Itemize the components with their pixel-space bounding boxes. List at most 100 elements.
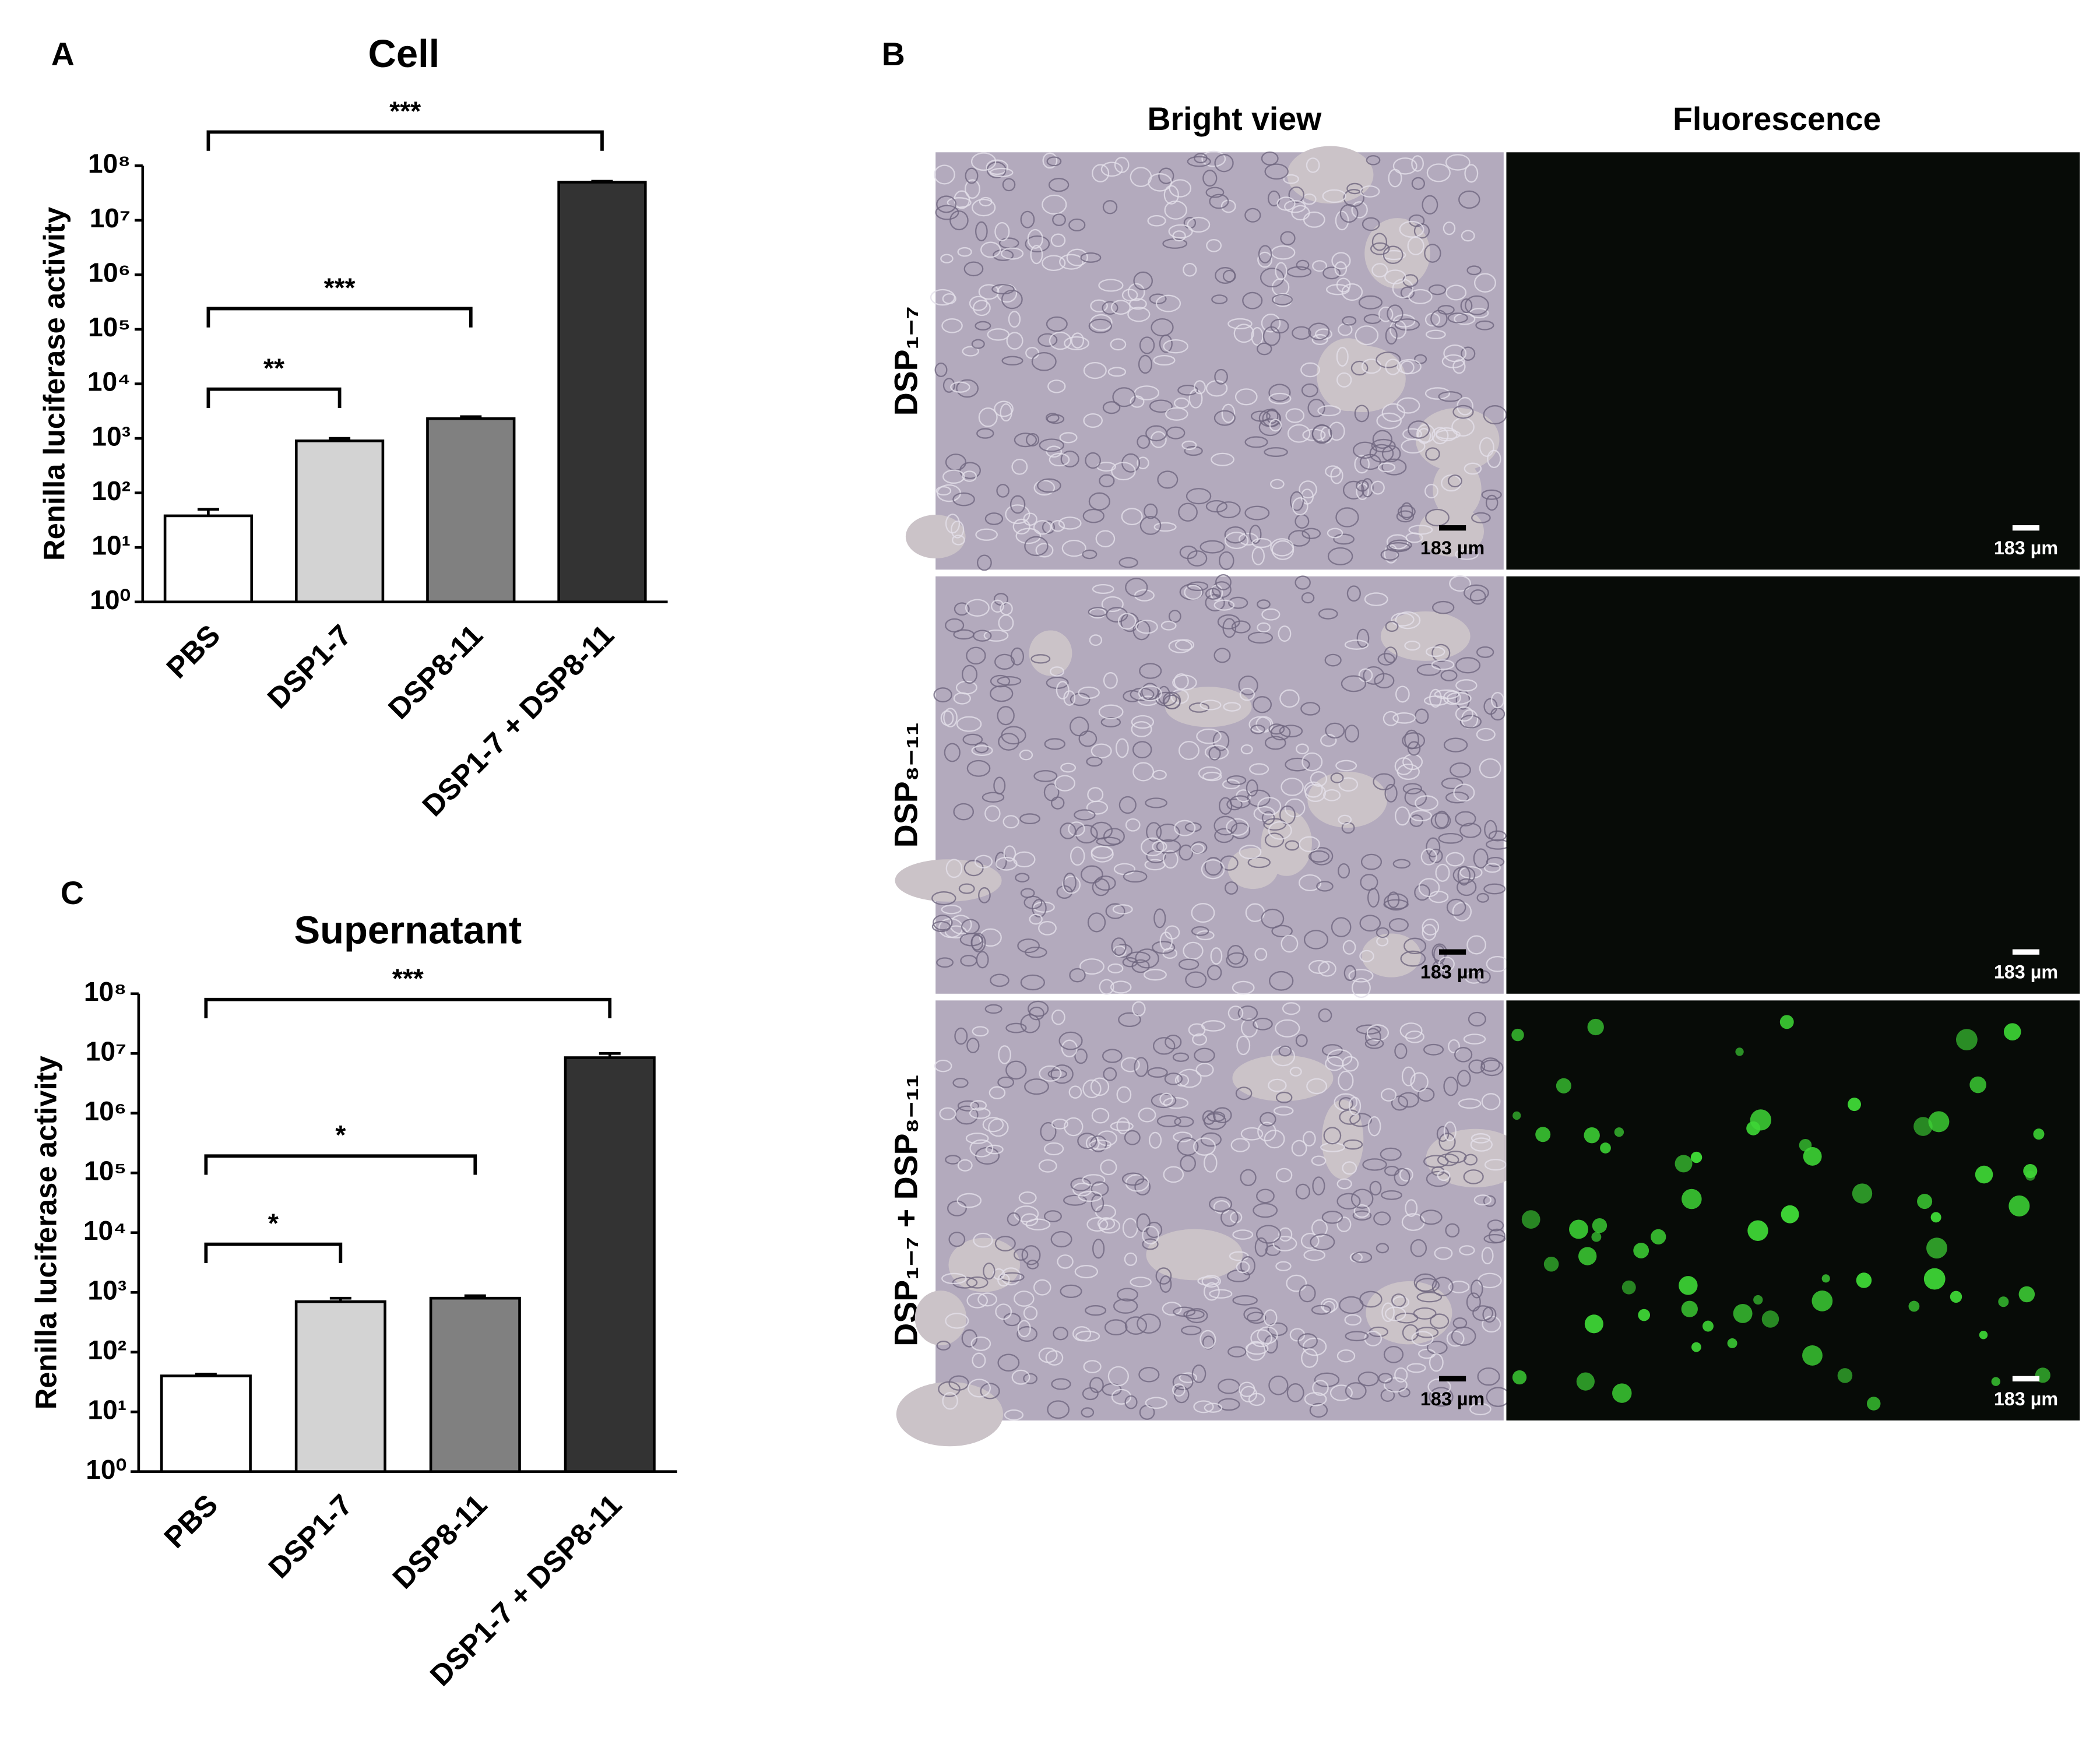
scale-bar-label: 183 µm <box>1994 537 2058 558</box>
cell <box>1301 1348 1318 1368</box>
cell <box>1048 178 1070 192</box>
cell <box>1058 1031 1083 1050</box>
cell <box>1127 283 1145 301</box>
cell <box>1464 164 1479 183</box>
cell <box>1115 738 1129 758</box>
cell <box>1299 1284 1316 1303</box>
cell <box>1227 1346 1247 1358</box>
cell <box>1089 1377 1104 1393</box>
cell <box>1308 322 1330 340</box>
cell <box>1301 528 1321 539</box>
bar <box>294 1300 386 1474</box>
cell <box>1310 1233 1335 1251</box>
cell <box>995 1303 1012 1320</box>
cell <box>1142 1238 1159 1250</box>
cell <box>1245 1342 1269 1355</box>
cell <box>984 512 1004 525</box>
cell <box>1441 778 1464 790</box>
cell <box>978 284 1000 300</box>
fluorescent-cell <box>1750 1109 1772 1131</box>
cell <box>1352 441 1377 459</box>
cell <box>1381 445 1401 462</box>
cell <box>1378 306 1394 322</box>
cell <box>1200 699 1222 711</box>
cell <box>974 855 993 868</box>
cell <box>1296 259 1310 270</box>
cell <box>1107 367 1127 377</box>
cell <box>1117 1288 1138 1302</box>
cell <box>1098 279 1124 292</box>
cell <box>1227 1005 1244 1021</box>
cell <box>1349 1113 1373 1127</box>
cell <box>1125 578 1148 597</box>
cell <box>1422 918 1440 936</box>
cell <box>1233 324 1254 343</box>
cell <box>1295 1034 1308 1047</box>
cell <box>950 381 970 393</box>
cell <box>966 760 991 777</box>
cell <box>1465 971 1483 984</box>
cell <box>1089 1139 1112 1150</box>
cell <box>1100 161 1123 177</box>
cell <box>1404 729 1419 750</box>
cell <box>1218 551 1234 570</box>
cell <box>1210 947 1223 965</box>
cell <box>1359 1291 1383 1308</box>
fluorescent-cell <box>2008 1195 2030 1216</box>
cell <box>1327 547 1353 565</box>
column-header: Fluorescence <box>1673 101 1881 137</box>
cell <box>1477 1367 1500 1386</box>
fluorescent-cell <box>1779 1015 1794 1029</box>
cell <box>951 521 965 539</box>
cell <box>1283 174 1299 184</box>
cell <box>1226 952 1248 968</box>
cell <box>1039 1065 1062 1082</box>
fluorescent-cell <box>1991 1377 2000 1386</box>
cell <box>1449 575 1471 592</box>
cell <box>1329 1384 1353 1401</box>
cell <box>1400 286 1415 300</box>
fluorescent-cell <box>1753 1295 1763 1305</box>
significance-label: *** <box>324 272 356 303</box>
fluorescent-cell <box>1675 1155 1693 1173</box>
cell <box>963 261 984 277</box>
cell <box>1137 456 1149 470</box>
cell <box>1159 1092 1173 1106</box>
cell <box>1250 1329 1272 1348</box>
bar <box>557 181 647 604</box>
cell <box>997 676 1022 686</box>
cell <box>971 933 986 952</box>
cell <box>1188 389 1203 409</box>
cell <box>1060 451 1079 467</box>
cell <box>1435 863 1450 882</box>
cell <box>1362 217 1380 231</box>
cell <box>1362 1158 1387 1171</box>
cell <box>1151 318 1174 337</box>
cell <box>1322 789 1341 801</box>
cell <box>1106 607 1128 623</box>
cell <box>1089 634 1103 646</box>
cell <box>1156 1115 1181 1127</box>
cell <box>1141 683 1159 701</box>
cell <box>1395 1312 1419 1324</box>
x-tick-label: PBS <box>160 618 226 684</box>
cell <box>1331 917 1352 937</box>
cell <box>934 363 948 378</box>
cell <box>1405 532 1423 543</box>
cell <box>1455 679 1478 692</box>
cell <box>1312 260 1327 272</box>
cell <box>1425 329 1446 339</box>
fluorescent-cell <box>1591 1232 1602 1242</box>
fluorescent-cell <box>1612 1383 1632 1403</box>
fluorescence-image <box>1506 1000 2080 1420</box>
cell <box>1015 528 1042 544</box>
cell <box>1054 775 1075 792</box>
cell <box>1322 266 1341 280</box>
cell <box>1385 326 1398 345</box>
cell <box>1007 1212 1021 1226</box>
cell <box>1114 944 1133 958</box>
cell <box>1342 1161 1357 1175</box>
cell <box>1075 824 1098 844</box>
cell <box>1099 1218 1121 1234</box>
cell <box>1289 1067 1302 1077</box>
